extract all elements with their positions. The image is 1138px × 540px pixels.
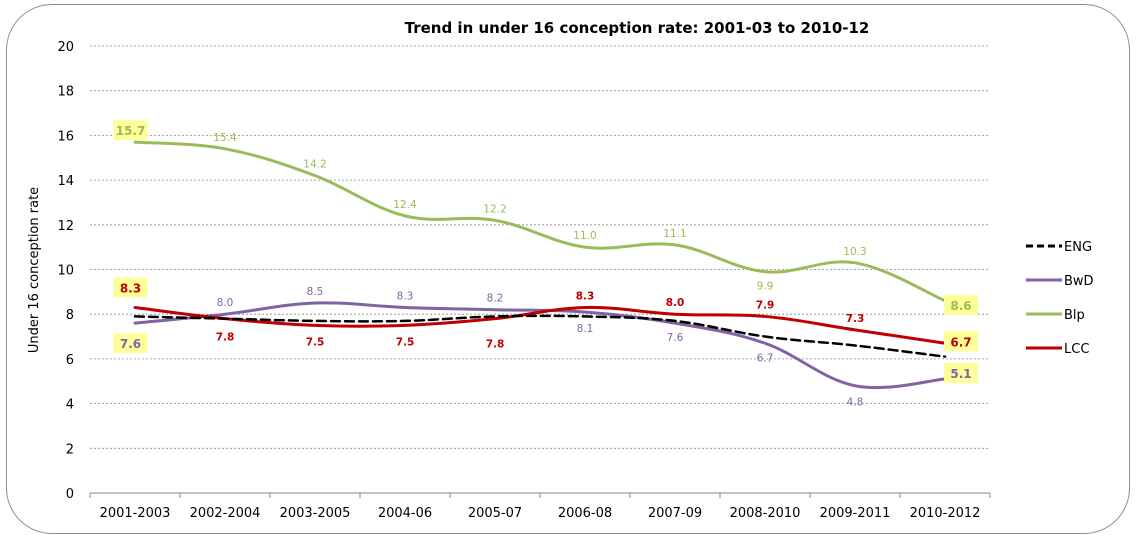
data-label-blp: 15.4 [213,132,237,144]
data-label-highlight [944,331,978,352]
y-tick-label: 14 [57,174,74,189]
data-label-bwd: 8.5 [307,286,324,298]
chart-title: Trend in under 16 conception rate: 2001-… [405,19,870,37]
data-label-bwd: 8.2 [487,293,504,305]
legend-label-blp: Blp [1064,308,1085,323]
data-label-highlight [113,333,148,354]
data-label-lcc: 7.8 [486,339,505,351]
y-tick-label: 10 [57,264,74,279]
data-label-blp: 9.9 [757,281,774,293]
axes [89,492,991,498]
data-label-lcc: 7.3 [846,313,865,325]
y-tick-label: 12 [57,219,74,234]
x-tick-label: 2008-2010 [730,506,801,521]
data-label-bwd: 8.3 [397,290,414,302]
data-label-highlight [944,363,978,384]
series-lines [133,140,947,390]
data-label-bwd: 8.1 [577,323,594,335]
series-line-eng [133,314,947,358]
x-tick-label: 2010-2012 [910,506,981,521]
legend-label-eng: ENG [1064,240,1092,255]
x-tick-label: 2002-2004 [190,506,261,521]
data-label-highlight [113,120,148,141]
legend-label-bwd: BwD [1064,274,1094,289]
legend: ENG BwD Blp LCC [1026,240,1094,357]
x-tick-label: 2006-08 [558,506,612,521]
data-label-bwd: 8.0 [217,297,234,309]
x-tick-label: 2007-09 [648,506,702,521]
data-label-lcc: 7.8 [216,332,235,344]
y-tick-label: 18 [57,85,74,100]
x-tick-labels: 2001-2003 2002-2004 2003-2005 2004-06 2005-0… [100,506,981,521]
x-tick-label: 2001-2003 [100,506,171,521]
data-label-blp: 12.4 [393,199,417,211]
x-tick-label: 2009-2011 [820,506,891,521]
legend-label-lcc: LCC [1064,342,1089,357]
data-label-blp: 10.3 [843,246,866,258]
x-tick-label: 2005-07 [468,506,522,521]
data-label-lcc: 8.3 [576,290,595,302]
data-label-bwd: 7.6 [667,332,684,344]
y-tick-label: 0 [66,487,74,502]
data-label-lcc: 8.0 [666,297,685,309]
data-label-lcc: 7.5 [306,336,325,348]
data-label-lcc: 7.5 [396,336,415,348]
y-tick-label: 2 [66,442,74,457]
y-tick-label: 16 [57,129,74,144]
data-label-blp: 8.6 [950,299,971,313]
data-label-bwd: 4.8 [847,397,864,409]
y-tick-label: 6 [66,353,74,368]
data-label-blp: 11.0 [573,230,596,242]
series-line-blp [133,140,947,303]
data-label-lcc: 6.7 [950,335,971,349]
data-label-lcc: 7.9 [756,299,775,311]
chart-frame [6,4,1130,534]
y-tick-label: 20 [57,40,74,55]
y-tick-label: 8 [66,308,74,323]
y-axis-label: Under 16 conception rate [27,187,42,353]
data-label-blp: 15.7 [116,124,146,138]
data-label-blp: 14.2 [303,159,326,171]
data-label-bwd: 6.7 [757,352,774,364]
x-tick-label: 2003-2005 [280,506,351,521]
data-label-highlight [113,277,148,298]
gridlines [90,45,990,449]
series-line-lcc [133,305,947,345]
y-tick-label: 4 [66,398,74,413]
data-label-bwd: 7.6 [120,337,141,351]
data-label-bwd: 5.1 [950,367,971,381]
data-label-blp: 11.1 [663,228,686,240]
data-label-blp: 12.2 [483,203,506,215]
data-label-lcc: 8.3 [120,281,141,295]
data-labels: 15.7 15.4 14.2 12.4 12.2 11.0 11.1 9.9 10.3 8.6 7.… [113,120,978,409]
data-label-highlight [944,294,978,315]
y-tick-labels: 0 2 4 6 8 10 12 14 16 18 20 [57,40,74,502]
x-tick-label: 2004-06 [378,506,432,521]
